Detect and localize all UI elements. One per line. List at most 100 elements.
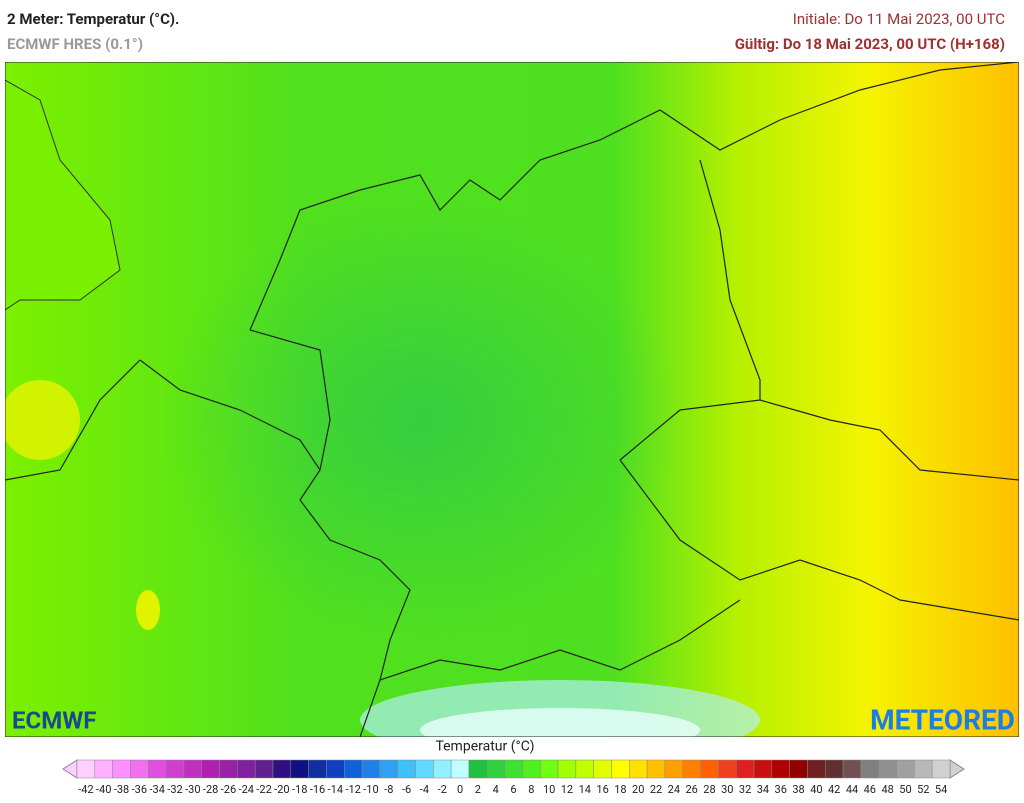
legend-swatch <box>433 759 452 779</box>
legend-swatch <box>611 759 630 779</box>
legend-swatch <box>575 759 594 779</box>
legend-label: -24 <box>239 783 254 796</box>
legend-label: -40 <box>96 783 111 796</box>
legend-swatch <box>735 759 755 779</box>
legend-label: 38 <box>792 783 804 796</box>
legend-label: -38 <box>114 783 129 796</box>
meteored-logo: METEORED <box>870 703 1015 736</box>
legend-label: -22 <box>256 783 271 796</box>
legend-swatch <box>557 759 577 779</box>
legend-label: -4 <box>420 783 429 796</box>
legend-swatch <box>415 759 434 779</box>
legend-label: 18 <box>614 783 626 796</box>
legend-label: 36 <box>775 783 787 796</box>
legend-label: 50 <box>899 783 911 796</box>
legend-swatch <box>343 759 363 779</box>
legend-swatch <box>593 759 612 779</box>
legend-arrow-right <box>949 759 965 779</box>
legend-swatch <box>361 759 381 779</box>
legend-label: 52 <box>917 783 929 796</box>
legend-label: 46 <box>864 783 876 796</box>
legend-label: -26 <box>221 783 236 796</box>
legend-arrow-left <box>62 759 78 779</box>
legend-label: 34 <box>757 783 769 796</box>
legend-label: 42 <box>828 783 840 796</box>
legend-swatch <box>326 759 345 779</box>
legend-label: -34 <box>149 783 164 796</box>
legend-label: 48 <box>881 783 893 796</box>
legend-swatch <box>76 759 96 779</box>
legend-label: -32 <box>167 783 182 796</box>
legend-swatch <box>165 759 185 779</box>
legend-label: 24 <box>668 783 680 796</box>
legend-label: -8 <box>384 783 393 796</box>
legend-swatch <box>789 759 808 779</box>
legend-swatch <box>254 759 274 779</box>
legend-swatch <box>539 759 559 779</box>
legend-swatch <box>272 759 292 779</box>
legend-swatch <box>130 759 149 779</box>
legend: -42 -40 -38 -36 -34 -32 -30 -28 -26 -24 -22 -20 -18-… <box>62 759 965 796</box>
legend-label: 40 <box>810 783 822 796</box>
model: ECMWF HRES (0.1°) <box>7 35 143 53</box>
legend-swatch <box>753 759 773 779</box>
legend-label: -16 <box>310 783 325 796</box>
legend-label: -30 <box>185 783 200 796</box>
legend-label: -2 <box>438 783 447 796</box>
legend-label: 10 <box>543 783 555 796</box>
legend-label: 0 <box>457 783 463 796</box>
legend-swatch <box>878 759 897 779</box>
legend-label: -36 <box>132 783 147 796</box>
legend-label: -6 <box>402 783 411 796</box>
valid-time: Gültig: Do 18 Mai 2023, 00 UTC (H+168) <box>735 35 1005 53</box>
ecmwf-logo: ECMWF <box>12 706 96 734</box>
title: 2 Meter: Temperatur (°C). <box>7 10 179 28</box>
legend-swatch <box>94 759 113 779</box>
legend-swatch <box>219 759 238 779</box>
legend-label: 8 <box>528 783 534 796</box>
legend-label: 44 <box>846 783 858 796</box>
legend-label: 6 <box>510 783 516 796</box>
legend-swatch <box>718 759 737 779</box>
legend-swatch <box>629 759 648 779</box>
legend-swatch <box>112 759 131 779</box>
legend-label: -14 <box>328 783 343 796</box>
legend-swatch <box>807 759 826 779</box>
legend-swatch <box>397 759 416 779</box>
legend-swatch <box>450 759 470 779</box>
legend-swatch <box>148 759 167 779</box>
legend-label: 28 <box>703 783 715 796</box>
legend-label: 30 <box>721 783 733 796</box>
legend-swatch <box>504 759 523 779</box>
legend-swatch <box>825 759 844 779</box>
legend-swatch <box>682 759 701 779</box>
legend-label: -10 <box>363 783 378 796</box>
legend-label: 16 <box>596 783 608 796</box>
legend-label: 54 <box>935 783 947 796</box>
init-time: Initiale: Do 11 Mai 2023, 00 UTC <box>793 10 1005 28</box>
legend-swatch <box>860 759 879 779</box>
legend-label: 22 <box>650 783 662 796</box>
legend-label: -12 <box>345 783 360 796</box>
map <box>5 62 1019 737</box>
legend-swatch <box>771 759 790 779</box>
legend-swatch <box>379 759 398 779</box>
legend-swatch <box>522 759 541 779</box>
legend-label: 14 <box>579 783 591 796</box>
legend-swatch <box>931 759 951 779</box>
legend-label: 12 <box>561 783 573 796</box>
legend-swatch <box>700 759 719 779</box>
legend-swatch <box>646 759 666 779</box>
legend-label: -28 <box>203 783 218 796</box>
legend-label: 32 <box>739 783 751 796</box>
legend-swatch <box>183 759 202 779</box>
legend-swatch <box>486 759 505 779</box>
legend-swatch <box>896 759 915 779</box>
legend-label: 4 <box>493 783 499 796</box>
legend-swatch <box>290 759 309 779</box>
legend-label: 20 <box>632 783 644 796</box>
legend-swatch <box>201 759 220 779</box>
legend-label: 2 <box>475 783 481 796</box>
legend-swatch <box>237 759 256 779</box>
